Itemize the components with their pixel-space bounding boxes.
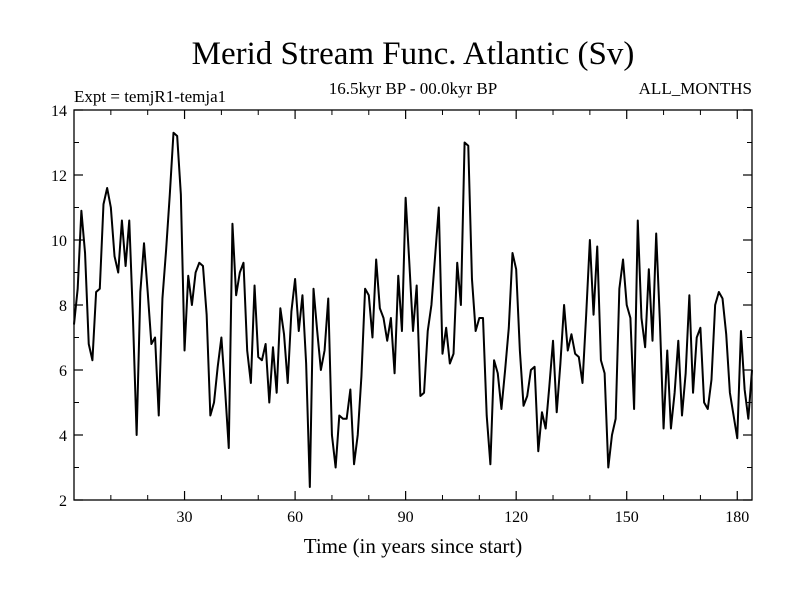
experiment-label: Expt = temjR1-temja1 xyxy=(74,87,226,106)
y-tick-label-6: 6 xyxy=(59,363,67,380)
y-tick-label-8: 8 xyxy=(59,298,67,315)
y-tick-label-14: 14 xyxy=(51,103,67,120)
chart-title: Merid Stream Func. Atlantic (Sv) xyxy=(192,36,635,72)
y-tick-label-4: 4 xyxy=(59,428,67,445)
x-tick-label-30: 30 xyxy=(177,509,193,526)
x-axis-label: Time (in years since start) xyxy=(304,534,523,558)
x-tick-label-120: 120 xyxy=(504,509,528,526)
y-tick-label-10: 10 xyxy=(51,233,67,250)
y-tick-label-12: 12 xyxy=(51,168,67,185)
x-tick-label-60: 60 xyxy=(287,509,303,526)
series-line-0 xyxy=(73,131,753,488)
y-tick-label-2: 2 xyxy=(59,493,67,510)
months-label: ALL_MONTHS xyxy=(639,79,752,98)
x-tick-label-90: 90 xyxy=(398,509,414,526)
period-label: 16.5kyr BP - 00.0kyr BP xyxy=(329,79,497,98)
x-tick-label-150: 150 xyxy=(615,509,639,526)
plot-area: 2 4 6 8 10 12 14 30 60 90 120 150 180 xyxy=(51,103,753,526)
x-tick-label-180: 180 xyxy=(725,509,749,526)
